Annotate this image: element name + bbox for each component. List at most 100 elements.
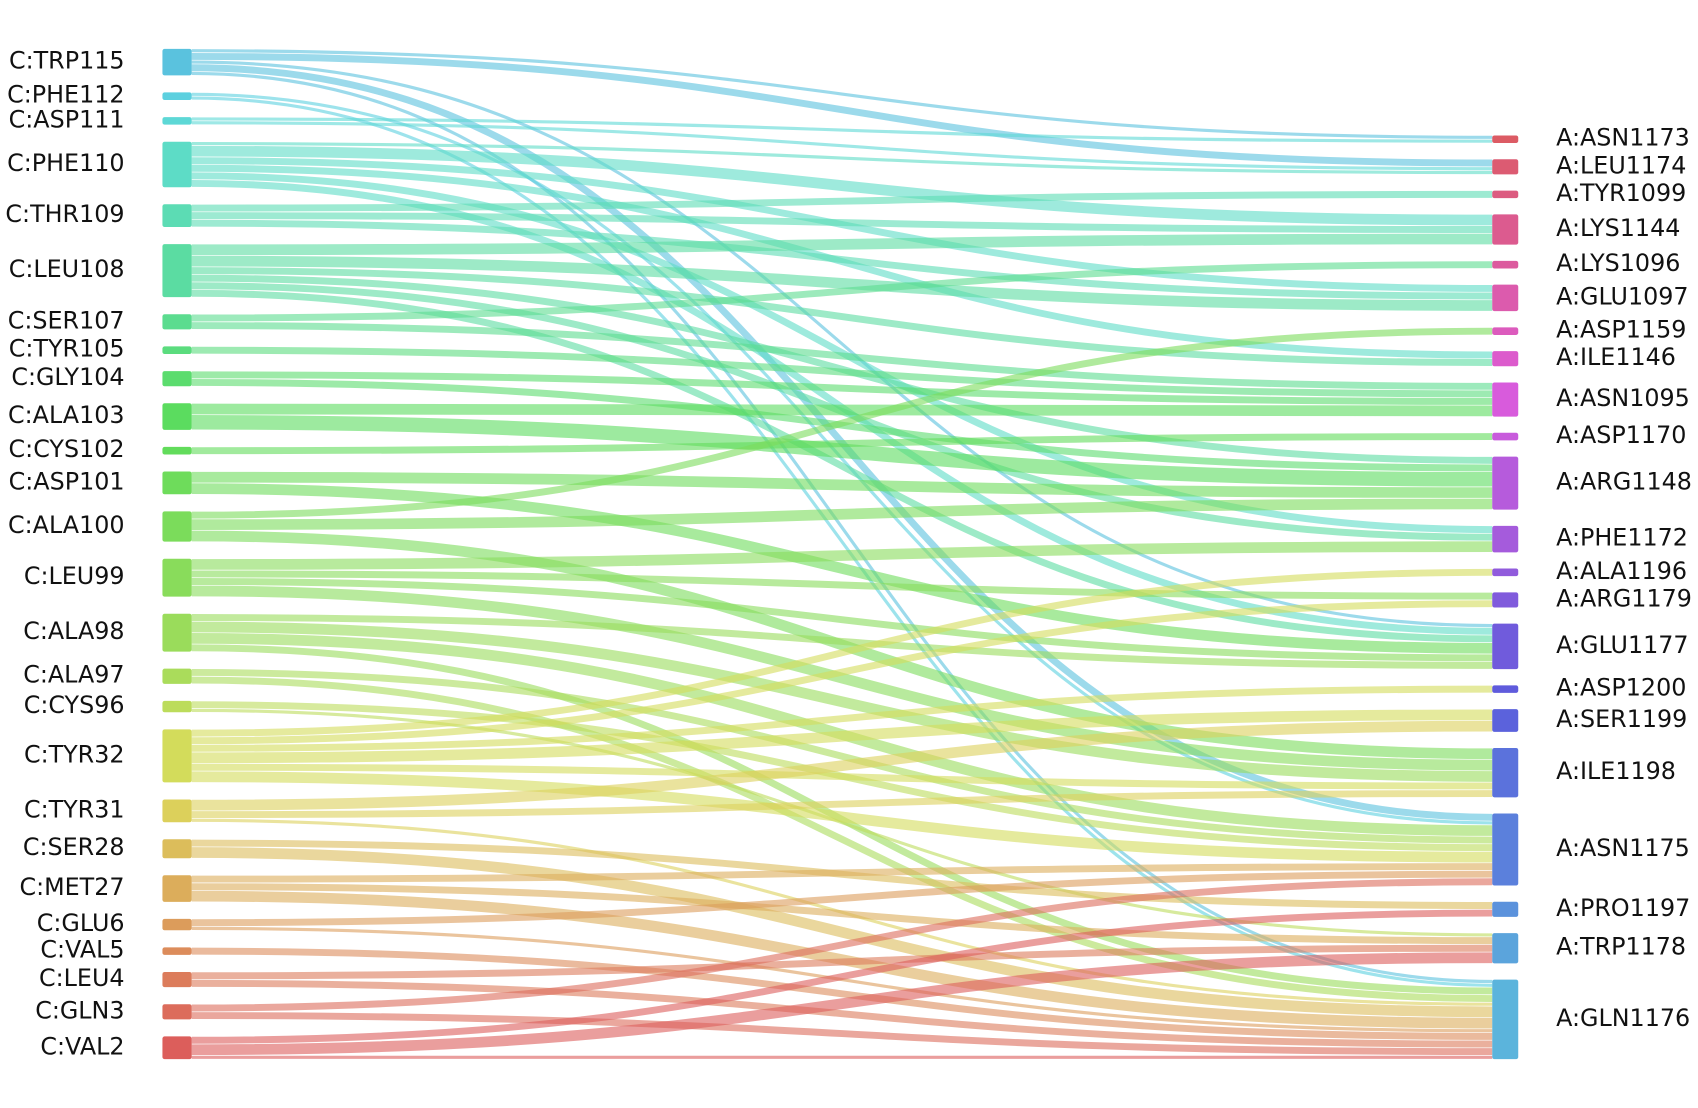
link — [191, 267, 1493, 366]
link — [191, 676, 1493, 1002]
source-label: C:VAL2 — [40, 1032, 124, 1060]
source-node — [162, 799, 192, 823]
link — [191, 327, 1493, 519]
source-node — [162, 471, 192, 495]
target-node — [1492, 382, 1519, 417]
source-label: C:CYS102 — [9, 435, 125, 463]
link — [191, 685, 1493, 752]
link — [191, 322, 1493, 390]
source-node — [162, 668, 192, 684]
source-label: C:LEU108 — [9, 255, 125, 283]
target-node — [1492, 685, 1519, 693]
link — [191, 541, 1493, 570]
target-node — [1492, 748, 1519, 798]
source-node — [162, 446, 192, 455]
target-label: A:LYS1096 — [1556, 249, 1680, 277]
target-label: A:ASN1173 — [1556, 124, 1690, 152]
target-node — [1492, 284, 1519, 312]
link — [191, 403, 1493, 417]
target-node — [1492, 260, 1519, 269]
link — [191, 371, 1493, 405]
source-node — [162, 918, 192, 931]
target-label: A:LEU1174 — [1556, 151, 1686, 179]
target-label: A:ASP1200 — [1556, 674, 1686, 702]
target-label: A:ARG1148 — [1556, 468, 1692, 496]
source-node — [162, 700, 192, 713]
source-label: C:THR109 — [5, 200, 124, 228]
link — [191, 621, 1493, 782]
target-label: A:GLU1097 — [1556, 282, 1688, 310]
source-node — [162, 117, 192, 125]
link — [191, 709, 1493, 764]
source-label: C:SER107 — [8, 306, 125, 334]
link — [191, 346, 1493, 398]
target-node — [1492, 214, 1519, 245]
source-label: C:TYR32 — [24, 740, 125, 768]
target-label: A:TYR1099 — [1556, 179, 1686, 207]
source-node — [162, 204, 192, 228]
target-label: A:ASN1175 — [1556, 834, 1690, 862]
link — [191, 870, 1493, 927]
source-label: C:ALA103 — [8, 401, 125, 429]
source-node — [162, 371, 192, 387]
target-node — [1492, 135, 1519, 144]
target-label: A:ILE1198 — [1556, 757, 1676, 785]
link — [191, 92, 1493, 825]
link — [191, 568, 1493, 737]
target-label: A:ASP1159 — [1556, 316, 1686, 344]
source-label: C:LEU4 — [39, 964, 125, 992]
source-node — [162, 141, 192, 188]
link — [191, 952, 1493, 1056]
target-node — [1492, 190, 1519, 199]
target-node — [1492, 351, 1519, 367]
target-label: A:ALA1196 — [1556, 557, 1687, 585]
target-node — [1492, 813, 1519, 886]
link — [191, 614, 1493, 669]
source-label: C:TYR31 — [24, 795, 125, 823]
link — [191, 471, 1493, 498]
source-label: C:PHE110 — [7, 149, 124, 177]
link — [191, 585, 1493, 771]
target-label: A:ARG1179 — [1556, 584, 1692, 612]
source-node — [162, 403, 192, 430]
link — [191, 720, 1493, 811]
source-node — [162, 971, 192, 988]
target-node — [1492, 933, 1519, 964]
source-node — [162, 729, 192, 783]
source-node — [162, 875, 192, 902]
link — [191, 947, 1493, 1040]
link — [191, 570, 1493, 600]
source-node — [162, 613, 192, 652]
link — [191, 121, 1493, 171]
target-node — [1492, 456, 1519, 510]
link — [191, 60, 1493, 628]
source-label: C:LEU99 — [24, 562, 125, 590]
link — [191, 190, 1493, 212]
target-node — [1492, 568, 1519, 577]
target-node — [1492, 432, 1519, 441]
link — [191, 600, 1493, 745]
link — [191, 944, 1493, 980]
source-node — [162, 1004, 192, 1020]
link — [191, 979, 1493, 1048]
target-node — [1492, 525, 1519, 553]
source-label: C:ALA100 — [8, 511, 125, 539]
target-label: A:LYS1144 — [1556, 214, 1680, 242]
source-node — [162, 92, 192, 101]
link — [191, 142, 1493, 175]
target-node — [1492, 327, 1519, 335]
link — [191, 498, 1493, 530]
target-node — [1492, 901, 1519, 917]
target-label: A:GLN1176 — [1556, 1004, 1690, 1032]
link — [191, 261, 1493, 322]
source-label: C:TYR105 — [9, 335, 125, 363]
target-node — [1492, 623, 1519, 670]
link — [191, 483, 1493, 654]
link — [191, 219, 1493, 300]
link — [191, 883, 1493, 945]
link — [191, 790, 1493, 819]
link — [191, 847, 1493, 1018]
link — [191, 145, 1493, 226]
source-label: C:ALA97 — [23, 661, 124, 689]
source-node — [162, 558, 192, 597]
